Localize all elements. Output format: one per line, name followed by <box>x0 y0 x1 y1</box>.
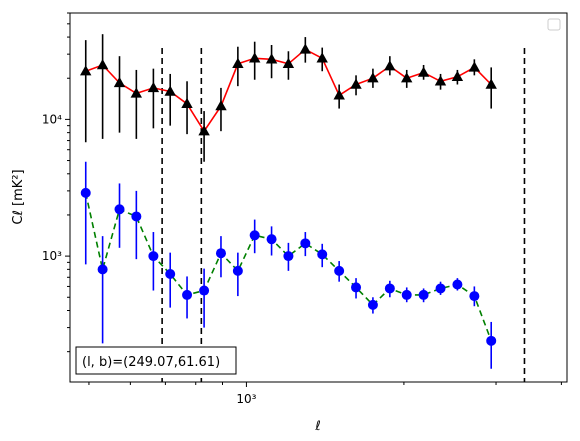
data-point <box>334 265 345 276</box>
data-point <box>96 59 109 70</box>
axis-ticks: 10³ 10³ 10⁴ <box>42 12 562 406</box>
data-point <box>283 251 294 262</box>
data-point <box>434 75 447 86</box>
data-point <box>199 285 210 296</box>
data-point <box>384 60 396 71</box>
data-point <box>333 89 345 100</box>
y-tick-label: 10⁴ <box>42 112 62 126</box>
y-tick-label: 10³ <box>42 249 62 263</box>
data-point <box>401 289 412 300</box>
data-point <box>97 264 108 275</box>
data-point <box>316 52 328 63</box>
data-point <box>486 335 497 346</box>
data-point <box>384 283 395 294</box>
data-point <box>249 52 261 63</box>
data-point <box>300 238 311 249</box>
data-point <box>435 283 446 294</box>
data-point <box>249 230 260 241</box>
data-point <box>266 234 277 245</box>
data-point <box>299 43 311 54</box>
y-axis-label: Cℓ [mK²] <box>11 169 26 224</box>
data-point <box>130 87 142 98</box>
data-point <box>468 61 481 72</box>
data-point <box>147 81 160 93</box>
data-point <box>131 211 142 222</box>
vertical-reference-lines <box>161 48 526 382</box>
data-point <box>401 72 413 83</box>
data-point <box>351 282 362 293</box>
data-point <box>114 204 125 215</box>
series <box>80 161 497 369</box>
legend-box <box>547 18 561 31</box>
data-point <box>451 70 464 81</box>
data-point <box>80 187 91 198</box>
data-point <box>164 85 176 96</box>
data-point <box>367 299 378 310</box>
series <box>80 34 497 162</box>
annotation-text: (l, b)=(249.07,61.61) <box>82 355 220 370</box>
data-point <box>215 100 227 111</box>
data-point <box>452 279 463 290</box>
data-point <box>215 248 226 259</box>
data-point <box>148 251 159 262</box>
data-point <box>485 78 497 89</box>
data-point <box>350 78 362 89</box>
data-point <box>265 53 278 64</box>
x-axis-label: ℓ <box>314 419 320 434</box>
data-point <box>232 265 243 276</box>
data-point <box>282 57 295 68</box>
data-point <box>367 72 379 83</box>
annotation-box: (l, b)=(249.07,61.61) <box>75 346 237 375</box>
x-tick-label: 10³ <box>236 392 256 406</box>
plot-frame <box>69 12 568 383</box>
data-point <box>232 57 244 68</box>
data-point <box>182 289 193 300</box>
data-point <box>181 97 193 108</box>
data-point <box>198 125 210 136</box>
data-point <box>165 268 176 279</box>
data-point <box>469 291 480 302</box>
data-point <box>317 249 328 260</box>
data-point <box>113 76 126 88</box>
data-series <box>80 34 497 369</box>
data-point <box>80 65 92 76</box>
data-point <box>417 66 430 77</box>
data-point <box>418 289 429 300</box>
